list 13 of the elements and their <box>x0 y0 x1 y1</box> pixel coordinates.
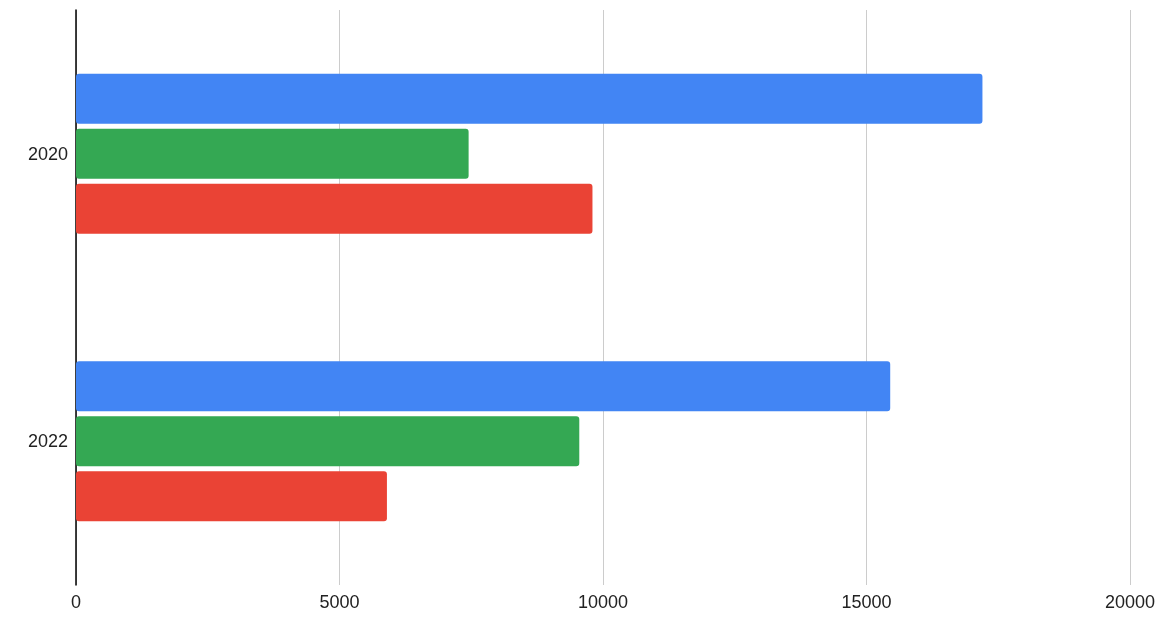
bar <box>76 416 580 467</box>
x-tick-label: 20000 <box>1104 592 1156 612</box>
y-tick-label: 2022 <box>27 431 68 452</box>
bar <box>76 183 593 234</box>
x-tick-label: 0 <box>70 592 82 612</box>
y-tick-label: 2020 <box>27 143 68 164</box>
bar <box>76 128 469 179</box>
x-tick-label: 10000 <box>577 592 629 612</box>
x-tick-label: 15000 <box>841 592 892 612</box>
bar <box>76 73 983 124</box>
bar <box>76 361 891 412</box>
bar <box>76 471 387 522</box>
x-tick-label: 5000 <box>319 592 360 612</box>
